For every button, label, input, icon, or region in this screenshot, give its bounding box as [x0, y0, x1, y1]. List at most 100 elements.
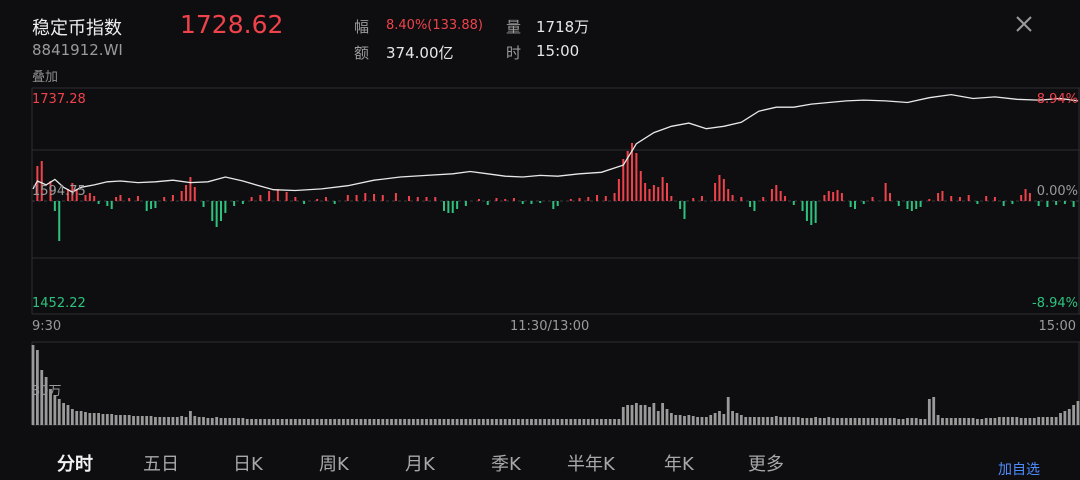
change-bar [897, 201, 900, 206]
volume-bar [193, 416, 197, 425]
volume-bar [691, 416, 695, 425]
volume-bar [53, 395, 57, 425]
change-bar [66, 189, 69, 201]
change-bar [163, 197, 166, 201]
change-bar [832, 192, 835, 201]
tab-quarterly-k[interactable]: 季K [491, 454, 521, 475]
volume-bar [613, 419, 616, 425]
intraday-chart[interactable] [0, 0, 1080, 440]
tab-yearly-k[interactable]: 年K [664, 454, 694, 475]
volume-bar [1054, 417, 1058, 425]
volume-bar [88, 413, 92, 425]
change-bar [451, 201, 454, 213]
volume-bar [495, 419, 498, 425]
volume-bar [97, 413, 100, 425]
volume-bar [997, 417, 1001, 425]
volume-bar [573, 419, 577, 425]
tab-five-day[interactable]: 五日 [143, 454, 179, 475]
volume-bar [1015, 417, 1019, 425]
tab-daily-k[interactable]: 日K [233, 454, 263, 475]
overlay-button[interactable]: 叠加 [32, 70, 59, 85]
volume-bar [149, 416, 153, 425]
volume-bar [477, 419, 481, 425]
change-bar [259, 195, 262, 201]
volume-bar [941, 418, 944, 425]
volume-bar [512, 419, 516, 425]
volume-bar [394, 419, 398, 425]
change-value: 8.40%(133.88) [386, 18, 483, 33]
change-bar [447, 201, 450, 213]
change-bar [928, 199, 931, 201]
change-bar [1072, 201, 1075, 207]
change-bar [346, 195, 349, 201]
period-tabs: 分时 五日 日K 周K 月K 季K 半年K 年K 更多 [0, 440, 1000, 480]
tab-timeshare[interactable]: 分时 [57, 454, 93, 475]
volume-bar [407, 419, 411, 425]
volume-bar [433, 419, 437, 425]
change-bar [464, 201, 467, 206]
volume-bar [62, 403, 66, 425]
tab-half-year-k[interactable]: 半年K [567, 454, 615, 475]
volume-bar [140, 416, 144, 425]
volume-bar [276, 419, 280, 425]
tab-weekly-k[interactable]: 周K [319, 454, 349, 475]
change-bar [316, 199, 319, 201]
price-line [32, 93, 1079, 193]
volume-bar [976, 419, 979, 425]
x-start-label: 9:30 [32, 319, 62, 334]
change-bar [871, 197, 874, 201]
volume-bar [731, 411, 734, 425]
volume-bar [180, 416, 184, 425]
change-bar [692, 198, 695, 201]
volume-bar [223, 418, 227, 425]
close-icon[interactable] [1012, 12, 1036, 36]
volume-bar [661, 403, 665, 425]
volume-bar [779, 417, 783, 425]
change-bar [373, 194, 376, 201]
volume-bar [464, 419, 468, 425]
volume-bar [267, 419, 271, 425]
change-bar [193, 187, 196, 201]
change-bar [512, 198, 515, 201]
change-bar [521, 201, 524, 204]
change-bar [840, 193, 843, 201]
change-bar [622, 159, 625, 201]
volume-bar [722, 414, 726, 425]
add-watchlist-button[interactable]: 加自选 [998, 462, 1040, 478]
volume-bar [678, 415, 682, 425]
volume-bar [857, 418, 861, 425]
volume-bar [162, 417, 166, 425]
volume-bar [962, 418, 966, 425]
change-bar [211, 201, 214, 221]
tab-more[interactable]: 更多 [748, 454, 784, 475]
volume-bar [980, 419, 984, 425]
change-bar [657, 187, 660, 201]
volume-bar [608, 419, 612, 425]
change-bar [714, 183, 717, 201]
change-bar [49, 181, 52, 201]
current-price: 1728.62 [180, 10, 284, 39]
volume-bar [411, 419, 415, 425]
volume-bar [958, 418, 962, 425]
volume-bar [713, 413, 717, 425]
volume-bar [818, 418, 822, 425]
change-bar [285, 192, 288, 201]
volume-bar [757, 417, 761, 425]
volume-bar [1019, 418, 1023, 425]
volume-bar [516, 419, 520, 425]
tab-monthly-k[interactable]: 月K [405, 454, 435, 475]
change-bar [1024, 189, 1027, 201]
volume-bar [927, 399, 931, 425]
change-bar [1020, 195, 1023, 201]
volume-bar [1063, 411, 1067, 425]
change-bar [617, 179, 620, 201]
volume-bar [639, 405, 643, 425]
volume-bar [945, 418, 949, 425]
change-bar [910, 201, 913, 211]
volume-bar [892, 418, 896, 425]
volume-bar [801, 418, 804, 425]
change-bar [665, 183, 668, 201]
volume-bar [114, 415, 118, 425]
volume-bar [617, 419, 621, 425]
change-bar [110, 201, 113, 209]
